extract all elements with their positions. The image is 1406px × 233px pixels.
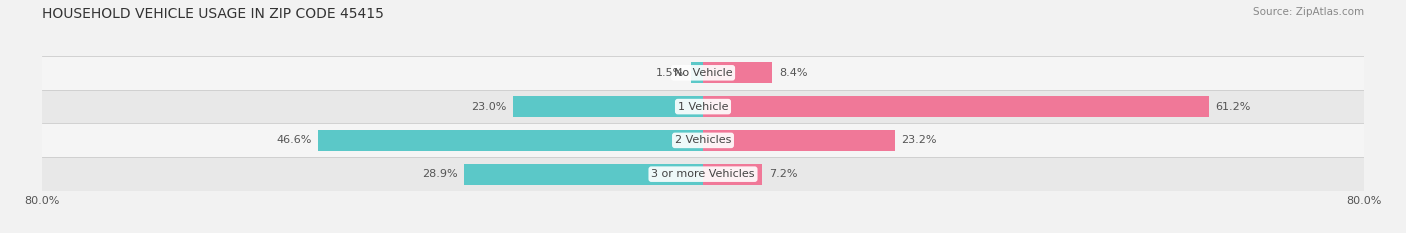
Text: 1.5%: 1.5% — [655, 68, 683, 78]
Text: No Vehicle: No Vehicle — [673, 68, 733, 78]
Bar — [703, 164, 762, 185]
Text: 61.2%: 61.2% — [1215, 102, 1250, 112]
Bar — [42, 157, 1364, 191]
Bar — [513, 96, 703, 117]
Text: 28.9%: 28.9% — [422, 169, 458, 179]
Bar — [703, 96, 1209, 117]
Text: 3 or more Vehicles: 3 or more Vehicles — [651, 169, 755, 179]
Text: 23.2%: 23.2% — [901, 135, 936, 145]
Text: 8.4%: 8.4% — [779, 68, 807, 78]
Bar — [703, 130, 894, 151]
Text: 7.2%: 7.2% — [769, 169, 797, 179]
Bar — [42, 56, 1364, 90]
Bar — [42, 123, 1364, 157]
Bar — [464, 164, 703, 185]
Text: 1 Vehicle: 1 Vehicle — [678, 102, 728, 112]
Text: 23.0%: 23.0% — [471, 102, 506, 112]
Text: 2 Vehicles: 2 Vehicles — [675, 135, 731, 145]
Text: Source: ZipAtlas.com: Source: ZipAtlas.com — [1253, 7, 1364, 17]
Text: 46.6%: 46.6% — [276, 135, 312, 145]
Bar — [318, 130, 703, 151]
Text: HOUSEHOLD VEHICLE USAGE IN ZIP CODE 45415: HOUSEHOLD VEHICLE USAGE IN ZIP CODE 4541… — [42, 7, 384, 21]
Bar — [703, 62, 772, 83]
Bar — [42, 90, 1364, 123]
Bar — [690, 62, 703, 83]
